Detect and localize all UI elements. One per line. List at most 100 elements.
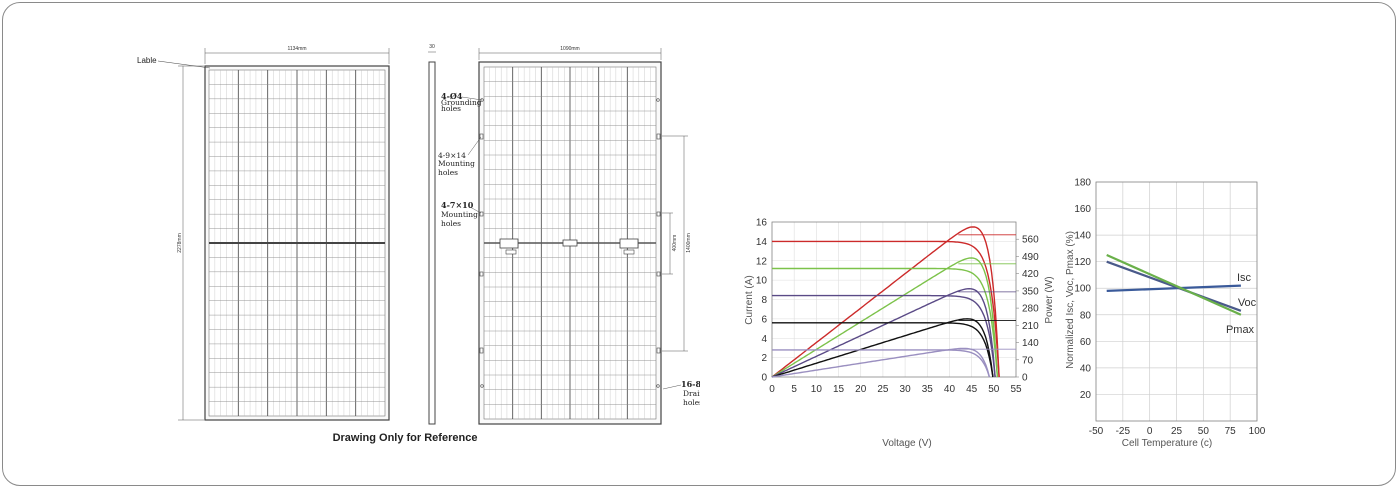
mount1-text: Mounting bbox=[438, 159, 475, 168]
iv-ytick-label: 0 bbox=[761, 373, 767, 384]
iv-xtick-label: 55 bbox=[1010, 384, 1022, 395]
grounding-text2: holes bbox=[441, 104, 461, 113]
iv-current-curve bbox=[772, 322, 994, 378]
mount1-text2: holes bbox=[438, 168, 458, 177]
drain-text2: holes bbox=[683, 398, 700, 407]
iv-xtick-label: 45 bbox=[966, 384, 978, 395]
temp-ytick-label: 60 bbox=[1080, 337, 1092, 348]
temp-ylabel: Normalized Isc, Voc, Pmax (%) bbox=[1065, 231, 1076, 369]
temp-series-label: Voc bbox=[1238, 297, 1257, 309]
temp-ytick-label: 160 bbox=[1074, 204, 1091, 215]
temp-ytick-label: 100 bbox=[1074, 284, 1091, 295]
grounding-leader bbox=[461, 96, 483, 101]
iv-y2tick-label: 210 bbox=[1022, 321, 1039, 332]
iv-y2tick-label: 0 bbox=[1022, 373, 1028, 384]
mounting-hole bbox=[656, 133, 661, 140]
mounting-hole bbox=[656, 271, 661, 277]
iv-xtick-label: 0 bbox=[769, 384, 775, 395]
iv-power-curve bbox=[771, 318, 994, 378]
temp-xtick-label: 0 bbox=[1147, 426, 1153, 437]
side-frame bbox=[428, 61, 436, 425]
mounting-hole-markers bbox=[479, 98, 661, 388]
temp-xtick-label: 75 bbox=[1225, 426, 1237, 437]
iv-current-curve bbox=[772, 294, 996, 378]
mounting-hole bbox=[479, 133, 484, 140]
iv-ytick-label: 4 bbox=[761, 334, 767, 345]
iv-power-curve bbox=[771, 287, 996, 378]
junction-box-left bbox=[499, 238, 519, 249]
junction-box-center bbox=[562, 239, 578, 247]
temp-ytick-label: 120 bbox=[1074, 257, 1091, 268]
iv-ytick-label: 8 bbox=[761, 295, 767, 306]
mount1-leader bbox=[467, 136, 482, 156]
mount2-text2: holes bbox=[441, 219, 461, 228]
temp-ytick-label: 180 bbox=[1074, 178, 1091, 189]
iv-plot-area: 0 5 10 15 20 25 30 35 40 45 50 55024681012141607014… bbox=[756, 218, 1039, 396]
iv-xtick-label: 20 bbox=[855, 384, 867, 395]
iv-xlabel: Voltage (V) bbox=[882, 438, 931, 449]
iv-xtick-label: 15 bbox=[833, 384, 845, 395]
iv-ytick-label: 12 bbox=[756, 256, 768, 267]
iv-xtick-label: 5 bbox=[791, 384, 797, 395]
drain-qty: 16-8×3 bbox=[681, 379, 700, 389]
iv-xtick-label: 40 bbox=[944, 384, 956, 395]
temp-ytick-label: 80 bbox=[1080, 310, 1092, 321]
back-view: 1090mm 400mm 1400mm bbox=[478, 46, 692, 425]
grounding-qty: 4-Ø4 bbox=[441, 91, 463, 101]
iv-y2tick-label: 70 bbox=[1022, 355, 1034, 366]
iv-power-curve bbox=[771, 257, 999, 378]
temp-series-line bbox=[1106, 260, 1242, 312]
temp-ytick-label: 20 bbox=[1080, 390, 1092, 401]
temp-plot-frame bbox=[1095, 181, 1258, 422]
mounting-hole bbox=[479, 271, 484, 277]
iv-y2tick-label: 140 bbox=[1022, 338, 1039, 349]
iv-y2tick-label: 560 bbox=[1022, 235, 1039, 246]
iv-current-curve bbox=[772, 240, 1000, 378]
iv-current-curve bbox=[772, 267, 999, 378]
mount1-qty: 4-9×14 bbox=[438, 151, 466, 160]
iv-ytick-label: 14 bbox=[756, 237, 768, 248]
temp-xtick-label: 25 bbox=[1171, 426, 1183, 437]
temp-xtick-label: -25 bbox=[1116, 426, 1131, 437]
temp-series-line bbox=[1106, 253, 1242, 316]
junction-box-right bbox=[619, 238, 639, 249]
iv-xtick-label: 35 bbox=[922, 384, 934, 395]
mounting-hole bbox=[479, 347, 484, 354]
iv-xtick-label: 25 bbox=[877, 384, 889, 395]
iv-ytick-label: 16 bbox=[756, 218, 768, 229]
temp-series-label: Pmax bbox=[1226, 324, 1255, 336]
iv-xtick-label: 50 bbox=[988, 384, 1000, 395]
label-callout: Lable bbox=[137, 56, 157, 65]
grounding-hole bbox=[656, 98, 660, 102]
temp-series-label: Isc bbox=[1237, 272, 1252, 284]
label-callout-leader bbox=[157, 60, 211, 69]
iv-y2tick-label: 280 bbox=[1022, 304, 1039, 315]
side-view: 30 bbox=[428, 44, 436, 425]
temp-series-line bbox=[1106, 284, 1241, 292]
temp-ytick-label: 40 bbox=[1080, 363, 1092, 374]
iv-xtick-label: 10 bbox=[811, 384, 823, 395]
connector-left bbox=[505, 249, 517, 255]
iv-ytick-label: 10 bbox=[756, 276, 768, 287]
mount2-text: Mounting bbox=[441, 210, 478, 219]
iv-ytick-label: 2 bbox=[761, 353, 767, 364]
temp-xtick-label: -50 bbox=[1089, 426, 1104, 437]
panel-dimension-drawing: 1134mm 2278mm Lable 30 1090mm bbox=[137, 44, 700, 444]
grounding-hole bbox=[480, 384, 484, 388]
drain-leader bbox=[662, 384, 682, 390]
connector-right bbox=[623, 249, 635, 255]
temp-xtick-label: 100 bbox=[1249, 426, 1266, 437]
iv-y2tick-label: 490 bbox=[1022, 252, 1039, 263]
iv-ytick-label: 6 bbox=[761, 314, 767, 325]
iv-current-curve bbox=[772, 349, 991, 378]
mount2-leader bbox=[469, 206, 482, 214]
iv-ylabel: Current (A) bbox=[744, 275, 755, 324]
front-width-label: 1134mm bbox=[287, 46, 306, 52]
dim-1400-label: 1400mm bbox=[686, 233, 692, 252]
iv-y2tick-label: 350 bbox=[1022, 286, 1039, 297]
hole-annotations: 4-Ø4 Grounding holes 4-9×14 Mounting hol… bbox=[438, 91, 700, 407]
iv-plot-frame bbox=[771, 221, 1017, 378]
drain-text: Drainge bbox=[683, 389, 700, 398]
